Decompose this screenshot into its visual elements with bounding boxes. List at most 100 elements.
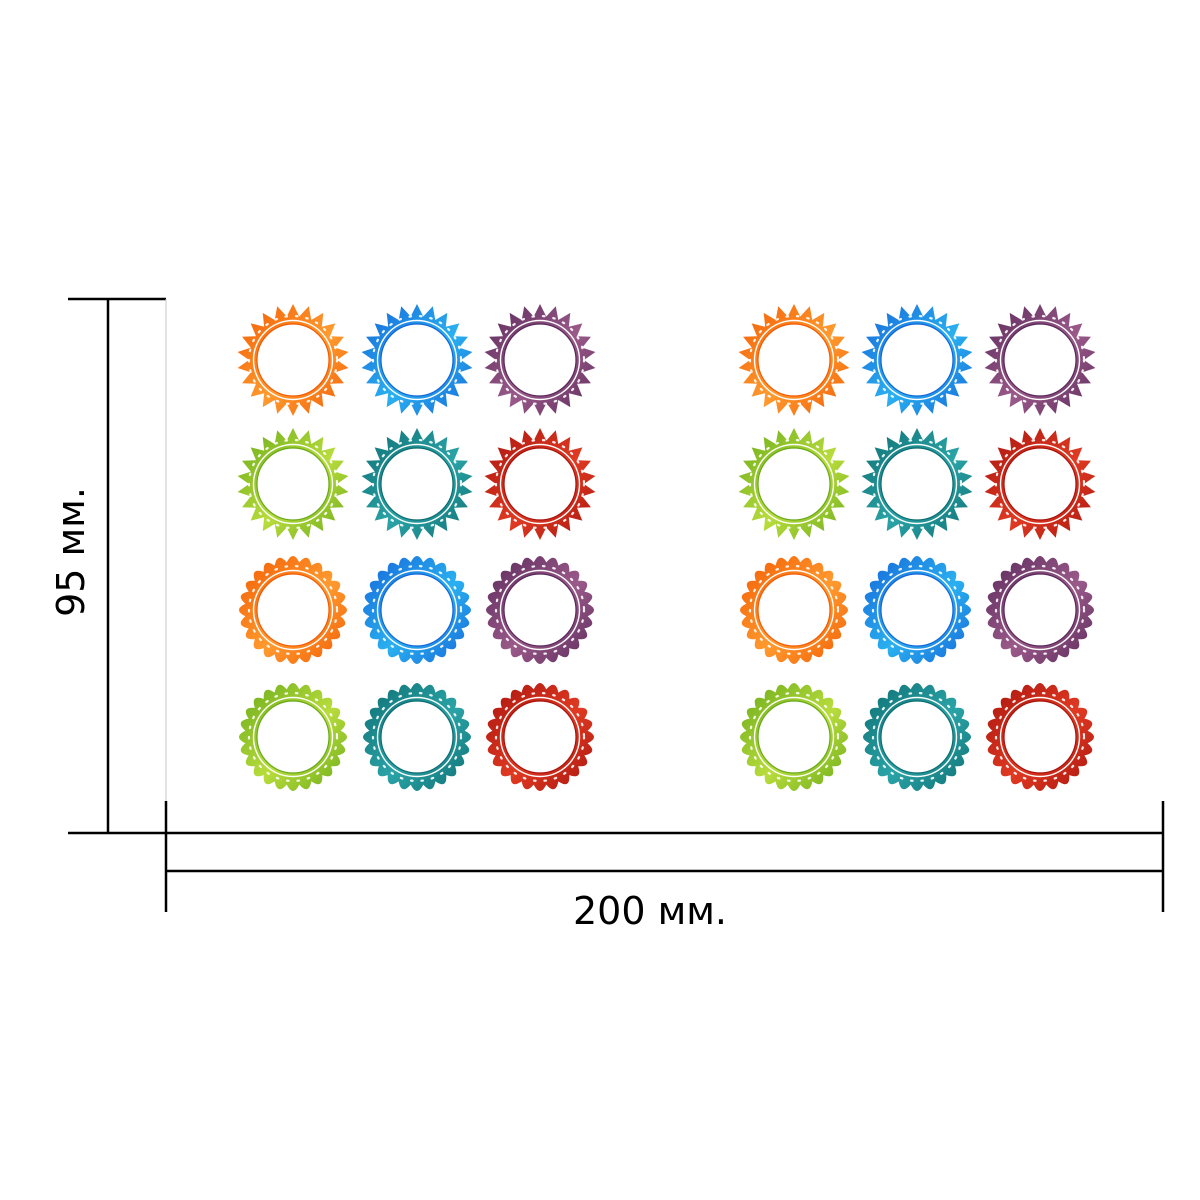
sticker-label-area bbox=[256, 447, 330, 521]
sticker-label-area bbox=[880, 447, 954, 521]
sticker-label-area bbox=[757, 700, 831, 774]
sticker-label-area bbox=[503, 447, 577, 521]
sticker-stitch-ring bbox=[371, 564, 463, 656]
sticker-teal bbox=[861, 428, 973, 540]
sticker-red bbox=[986, 683, 1094, 791]
sticker-inner-outline bbox=[753, 319, 835, 401]
sticker-purple bbox=[986, 556, 1094, 664]
sticker-red bbox=[486, 683, 594, 791]
sticker-stitch-ring bbox=[247, 438, 339, 530]
sticker-inner-outline bbox=[753, 569, 835, 651]
sticker-inner-outline bbox=[999, 569, 1081, 651]
sticker-inner-outline bbox=[252, 696, 334, 778]
sticker-inner-outline bbox=[252, 443, 334, 525]
sticker-stitch-ring bbox=[494, 438, 586, 530]
sticker-purple bbox=[486, 556, 594, 664]
sticker-inner-outline bbox=[252, 569, 334, 651]
sticker-stitch-ring bbox=[748, 314, 840, 406]
sticker-label-area bbox=[256, 700, 330, 774]
sticker-green bbox=[740, 683, 848, 791]
sticker-label-area bbox=[503, 573, 577, 647]
sticker-label-area bbox=[1003, 323, 1077, 397]
sticker-inner-outline bbox=[876, 443, 958, 525]
sticker-stitch-ring bbox=[994, 691, 1086, 783]
sticker-inner-outline bbox=[876, 319, 958, 401]
sticker-label-area bbox=[256, 573, 330, 647]
sticker-label-area bbox=[757, 573, 831, 647]
width-label: 200 мм. bbox=[573, 889, 727, 933]
sticker-inner-outline bbox=[499, 443, 581, 525]
sticker-blue bbox=[861, 304, 973, 416]
sticker-inner-outline bbox=[753, 696, 835, 778]
sticker-label-area bbox=[880, 573, 954, 647]
sticker-stitch-ring bbox=[494, 314, 586, 406]
sticker-teal bbox=[361, 428, 473, 540]
sticker-label-area bbox=[380, 700, 454, 774]
sticker-inner-outline bbox=[999, 319, 1081, 401]
sticker-stitch-ring bbox=[247, 314, 339, 406]
sticker-inner-outline bbox=[499, 569, 581, 651]
sticker-label-area bbox=[256, 323, 330, 397]
sticker-purple bbox=[484, 304, 596, 416]
sticker-stitch-ring bbox=[371, 314, 463, 406]
sticker-red bbox=[484, 428, 596, 540]
sticker-label-area bbox=[757, 323, 831, 397]
sticker-teal bbox=[863, 683, 971, 791]
sticker-green bbox=[237, 428, 349, 540]
sticker-inner-outline bbox=[252, 319, 334, 401]
sticker-stitch-ring bbox=[748, 564, 840, 656]
sticker-inner-outline bbox=[376, 569, 458, 651]
sticker-blue bbox=[361, 304, 473, 416]
sticker-label-area bbox=[1003, 573, 1077, 647]
sticker-teal bbox=[363, 683, 471, 791]
sticker-stitch-ring bbox=[748, 691, 840, 783]
sticker-stitch-ring bbox=[871, 438, 963, 530]
width-dimension bbox=[164, 801, 1165, 912]
sticker-label-area bbox=[757, 447, 831, 521]
sticker-stitch-ring bbox=[371, 691, 463, 783]
sticker-stitch-ring bbox=[994, 438, 1086, 530]
sticker-stitch-ring bbox=[494, 691, 586, 783]
sticker-stitch-ring bbox=[748, 438, 840, 530]
sticker-red bbox=[984, 428, 1096, 540]
sticker-grid bbox=[237, 304, 1096, 791]
sticker-stitch-ring bbox=[371, 438, 463, 530]
sticker-purple bbox=[984, 304, 1096, 416]
sticker-inner-outline bbox=[376, 696, 458, 778]
sticker-inner-outline bbox=[876, 696, 958, 778]
sticker-orange bbox=[239, 556, 347, 664]
sticker-inner-outline bbox=[753, 443, 835, 525]
sticker-stitch-ring bbox=[871, 314, 963, 406]
sticker-label-area bbox=[503, 323, 577, 397]
sticker-label-area bbox=[380, 323, 454, 397]
height-label: 95 мм. bbox=[49, 487, 93, 617]
sticker-stitch-ring bbox=[247, 691, 339, 783]
sticker-inner-outline bbox=[876, 569, 958, 651]
sticker-label-area bbox=[380, 573, 454, 647]
sticker-stitch-ring bbox=[994, 314, 1086, 406]
sticker-stitch-ring bbox=[871, 691, 963, 783]
sticker-stitch-ring bbox=[994, 564, 1086, 656]
height-dimension bbox=[68, 297, 166, 835]
sticker-inner-outline bbox=[499, 696, 581, 778]
sticker-blue bbox=[363, 556, 471, 664]
sticker-inner-outline bbox=[376, 319, 458, 401]
sticker-stitch-ring bbox=[871, 564, 963, 656]
sticker-label-area bbox=[380, 447, 454, 521]
sticker-inner-outline bbox=[999, 443, 1081, 525]
sticker-green bbox=[738, 428, 850, 540]
sticker-inner-outline bbox=[999, 696, 1081, 778]
sticker-stitch-ring bbox=[494, 564, 586, 656]
sticker-label-area bbox=[1003, 447, 1077, 521]
sticker-inner-outline bbox=[376, 443, 458, 525]
sticker-green bbox=[239, 683, 347, 791]
sticker-label-area bbox=[1003, 700, 1077, 774]
sticker-inner-outline bbox=[499, 319, 581, 401]
sticker-orange bbox=[237, 304, 349, 416]
sticker-orange bbox=[738, 304, 850, 416]
sticker-label-area bbox=[880, 323, 954, 397]
sticker-orange bbox=[740, 556, 848, 664]
sticker-stitch-ring bbox=[247, 564, 339, 656]
sticker-blue bbox=[863, 556, 971, 664]
